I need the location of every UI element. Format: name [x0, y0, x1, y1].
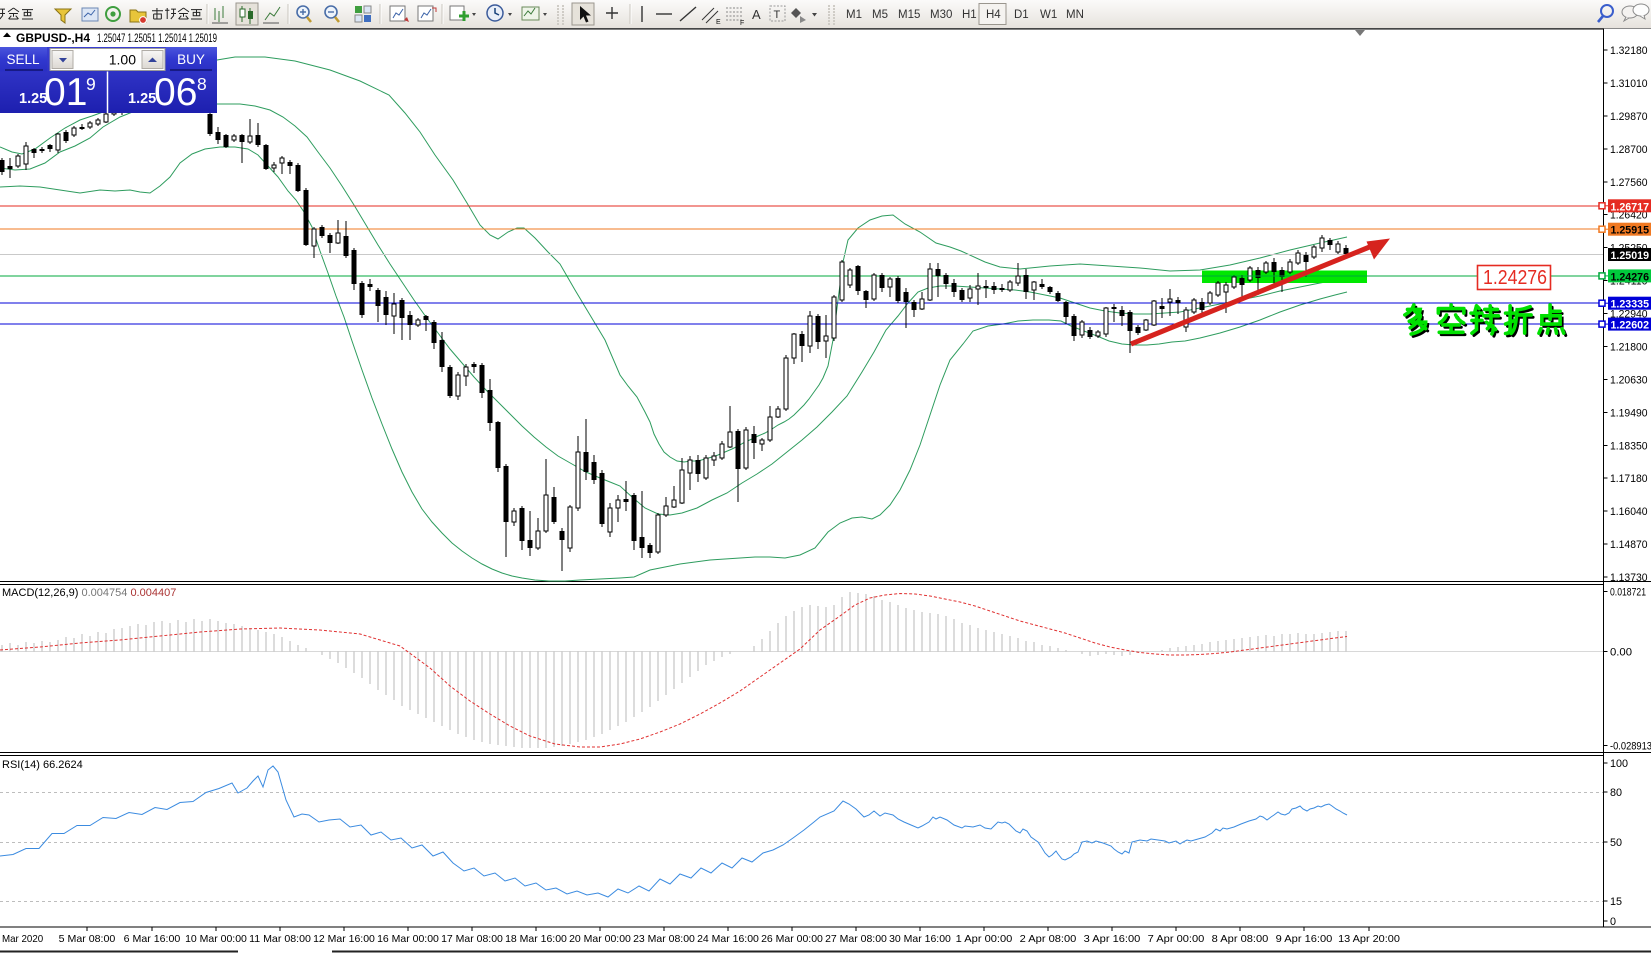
svg-text:27 Mar 08:00: 27 Mar 08:00 [825, 933, 887, 945]
svg-text:13 Apr 20:00: 13 Apr 20:00 [1338, 933, 1400, 945]
svg-text:H1: H1 [962, 9, 977, 21]
svg-text:1.26717: 1.26717 [1611, 201, 1650, 213]
svg-text:11 Mar 08:00: 11 Mar 08:00 [249, 933, 311, 945]
svg-text:1.25: 1.25 [19, 91, 47, 107]
svg-text:26 Mar 00:00: 26 Mar 00:00 [761, 933, 823, 945]
svg-text:16 Mar 00:00: 16 Mar 00:00 [377, 933, 439, 945]
svg-text:2 Apr 08:00: 2 Apr 08:00 [1020, 933, 1077, 945]
svg-text:1.18350: 1.18350 [1610, 440, 1648, 452]
svg-text:100: 100 [1610, 758, 1628, 770]
svg-text:1.00: 1.00 [109, 52, 136, 68]
svg-text:06: 06 [154, 71, 197, 114]
svg-text:1.27560: 1.27560 [1610, 177, 1648, 189]
svg-text:Mar 2020: Mar 2020 [2, 933, 43, 945]
svg-text:MN: MN [1066, 9, 1084, 21]
svg-text:3 Apr 16:00: 3 Apr 16:00 [1084, 933, 1141, 945]
svg-text:8: 8 [197, 74, 207, 94]
svg-text:01: 01 [44, 71, 87, 114]
svg-text:6 Mar 16:00: 6 Mar 16:00 [124, 933, 181, 945]
svg-text:5 Mar 08:00: 5 Mar 08:00 [59, 933, 116, 945]
svg-text:M5: M5 [872, 9, 888, 21]
svg-text:8 Apr 08:00: 8 Apr 08:00 [1212, 933, 1269, 945]
svg-text:E: E [716, 19, 721, 26]
svg-text:1.25: 1.25 [128, 91, 156, 107]
svg-text:0: 0 [1610, 916, 1616, 928]
svg-text:1.16040: 1.16040 [1610, 506, 1648, 518]
svg-text:1.22940: 1.22940 [1610, 309, 1648, 321]
svg-text:1 Apr 00:00: 1 Apr 00:00 [956, 933, 1013, 945]
svg-text:BUY: BUY [177, 52, 205, 67]
svg-text:1.28700: 1.28700 [1610, 144, 1648, 156]
svg-text:1.17180: 1.17180 [1610, 473, 1648, 485]
svg-text:RSI(14) 66.2624: RSI(14) 66.2624 [2, 759, 83, 771]
svg-text:-0.028913: -0.028913 [1610, 741, 1651, 753]
svg-text:M30: M30 [930, 9, 952, 21]
svg-text:MACD(12,26,9) 0.004754 0.00440: MACD(12,26,9) 0.004754 0.004407 [2, 587, 176, 599]
svg-text:D1: D1 [1014, 9, 1029, 21]
svg-text:80: 80 [1610, 787, 1622, 799]
svg-text:F: F [740, 20, 744, 27]
svg-text:1.24276: 1.24276 [1611, 271, 1650, 283]
svg-text:1.24276: 1.24276 [1483, 267, 1547, 289]
svg-text:1.19490: 1.19490 [1610, 407, 1648, 419]
svg-text:0.00: 0.00 [1610, 647, 1632, 659]
svg-text:7 Apr 00:00: 7 Apr 00:00 [1148, 933, 1205, 945]
svg-text:1.21800: 1.21800 [1610, 341, 1648, 353]
svg-text:10 Mar 00:00: 10 Mar 00:00 [185, 933, 247, 945]
svg-text:1.29870: 1.29870 [1610, 111, 1648, 123]
svg-text:A: A [752, 7, 761, 22]
svg-text:30 Mar 16:00: 30 Mar 16:00 [889, 933, 951, 945]
svg-text:1.13730: 1.13730 [1610, 572, 1648, 584]
svg-text:15: 15 [1610, 896, 1622, 908]
svg-text:1.31010: 1.31010 [1610, 78, 1648, 90]
svg-text:18 Mar 16:00: 18 Mar 16:00 [505, 933, 567, 945]
svg-text:0.018721: 0.018721 [1610, 587, 1646, 599]
svg-text:H4: H4 [986, 9, 1001, 21]
svg-text:1.32180: 1.32180 [1610, 45, 1648, 57]
svg-text:1.25019: 1.25019 [1611, 250, 1650, 262]
svg-text:GBPUSD-,H41.25047 1.25051 1.25: GBPUSD-,H4 1.25047 1.25051 1.25014 1.2501… [16, 31, 217, 45]
svg-text:M1: M1 [846, 9, 862, 21]
svg-text:SELL: SELL [6, 52, 40, 67]
svg-text:M15: M15 [898, 9, 920, 21]
svg-text:17 Mar 08:00: 17 Mar 08:00 [441, 933, 503, 945]
svg-text:20 Mar 00:00: 20 Mar 00:00 [569, 933, 631, 945]
svg-text:1.23335: 1.23335 [1611, 299, 1650, 311]
svg-text:50: 50 [1610, 837, 1622, 849]
svg-text:23 Mar 08:00: 23 Mar 08:00 [633, 933, 695, 945]
svg-text:W1: W1 [1040, 9, 1057, 21]
svg-text:T: T [774, 9, 781, 21]
svg-text:24 Mar 16:00: 24 Mar 16:00 [697, 933, 759, 945]
svg-text:1.14870: 1.14870 [1610, 539, 1648, 551]
svg-text:9 Apr 16:00: 9 Apr 16:00 [1276, 933, 1333, 945]
svg-text:1.26420: 1.26420 [1610, 210, 1648, 222]
svg-text:12 Mar 16:00: 12 Mar 16:00 [313, 933, 375, 945]
svg-text:1.25915: 1.25915 [1611, 225, 1650, 237]
svg-text:1.20630: 1.20630 [1610, 374, 1648, 386]
svg-text:1.22602: 1.22602 [1611, 320, 1650, 332]
svg-text:9: 9 [86, 74, 96, 94]
